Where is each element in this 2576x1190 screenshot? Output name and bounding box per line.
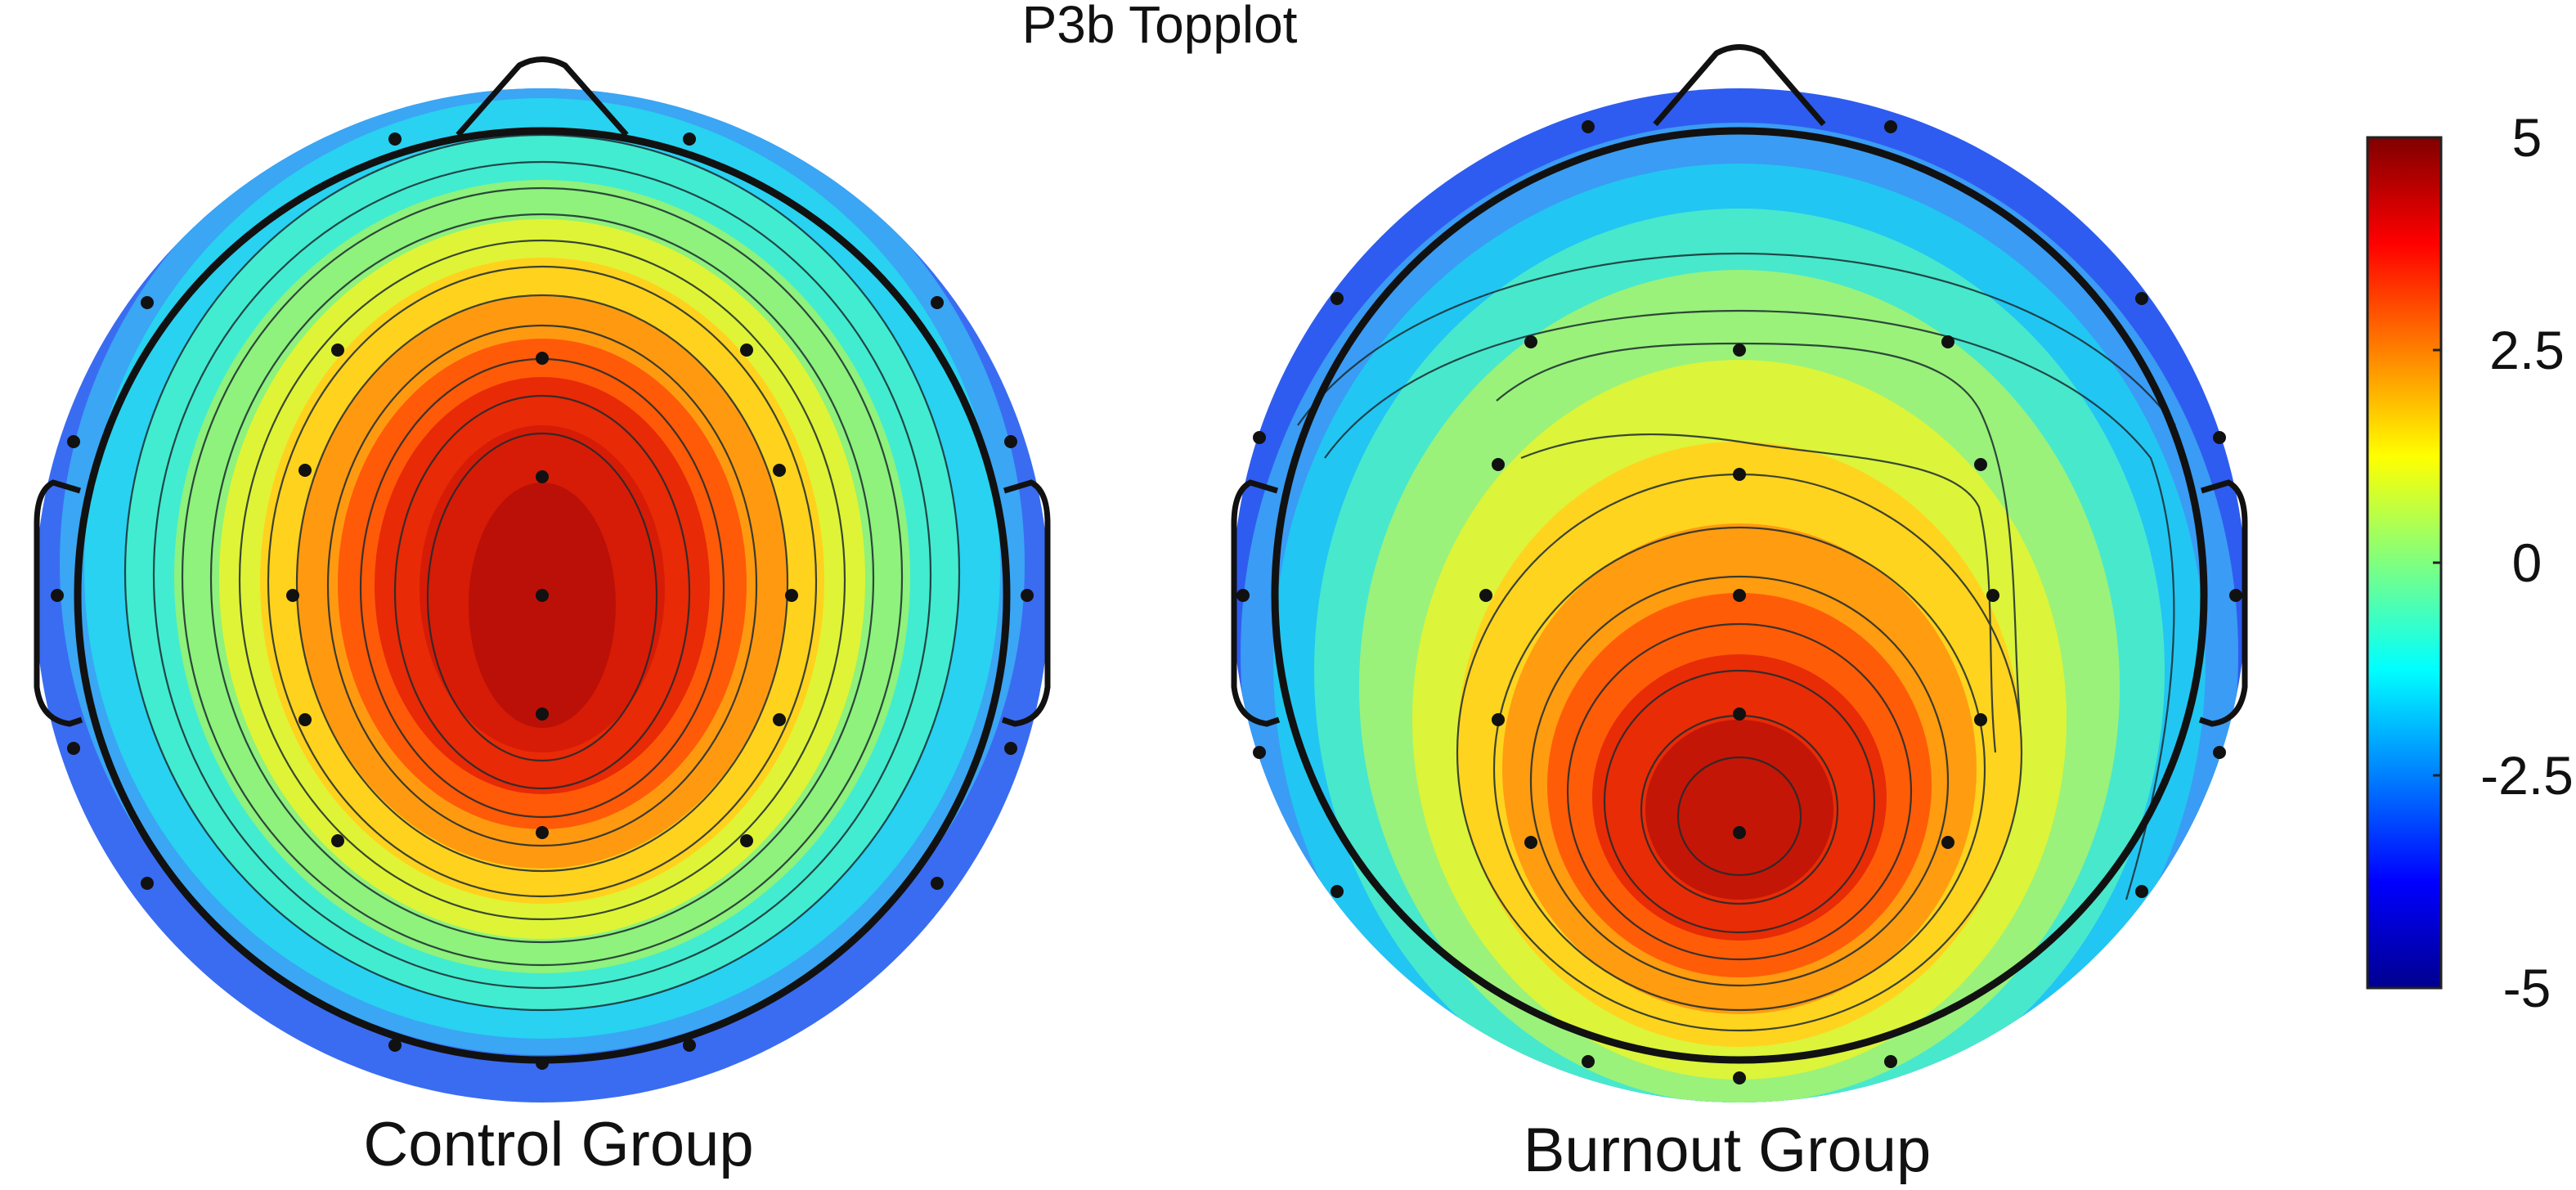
topomap-burnout-group: Burnout Group [1231, 44, 2248, 1185]
colorbar-gradient [2366, 136, 2443, 990]
colorbar-tick-label: 0 [2512, 532, 2542, 593]
electrode-markers [1236, 120, 2242, 1084]
colorbar-tick-label: -5 [2503, 958, 2551, 1018]
panel-label-control-group: Control Group [363, 1110, 753, 1179]
panel-label-burnout-group: Burnout Group [1524, 1116, 1932, 1185]
control-group-scalp-field [35, 88, 1049, 1102]
colorbar-ticks: 5 2.5 0 -2.5 -5 [2433, 107, 2574, 1018]
chart-title: P3b Topplot [1022, 0, 1298, 54]
colorbar-tick-label: 5 [2512, 107, 2542, 168]
colorbar-tick-label: -2.5 [2480, 745, 2574, 806]
burnout-group-scalp-field [1232, 88, 2246, 1102]
colorbar: 5 2.5 0 -2.5 -5 [2366, 107, 2574, 1018]
topomap-control-group: Control Group [34, 56, 1051, 1179]
electrode-markers [51, 132, 1034, 1070]
colorbar-tick-label: 2.5 [2489, 320, 2565, 380]
